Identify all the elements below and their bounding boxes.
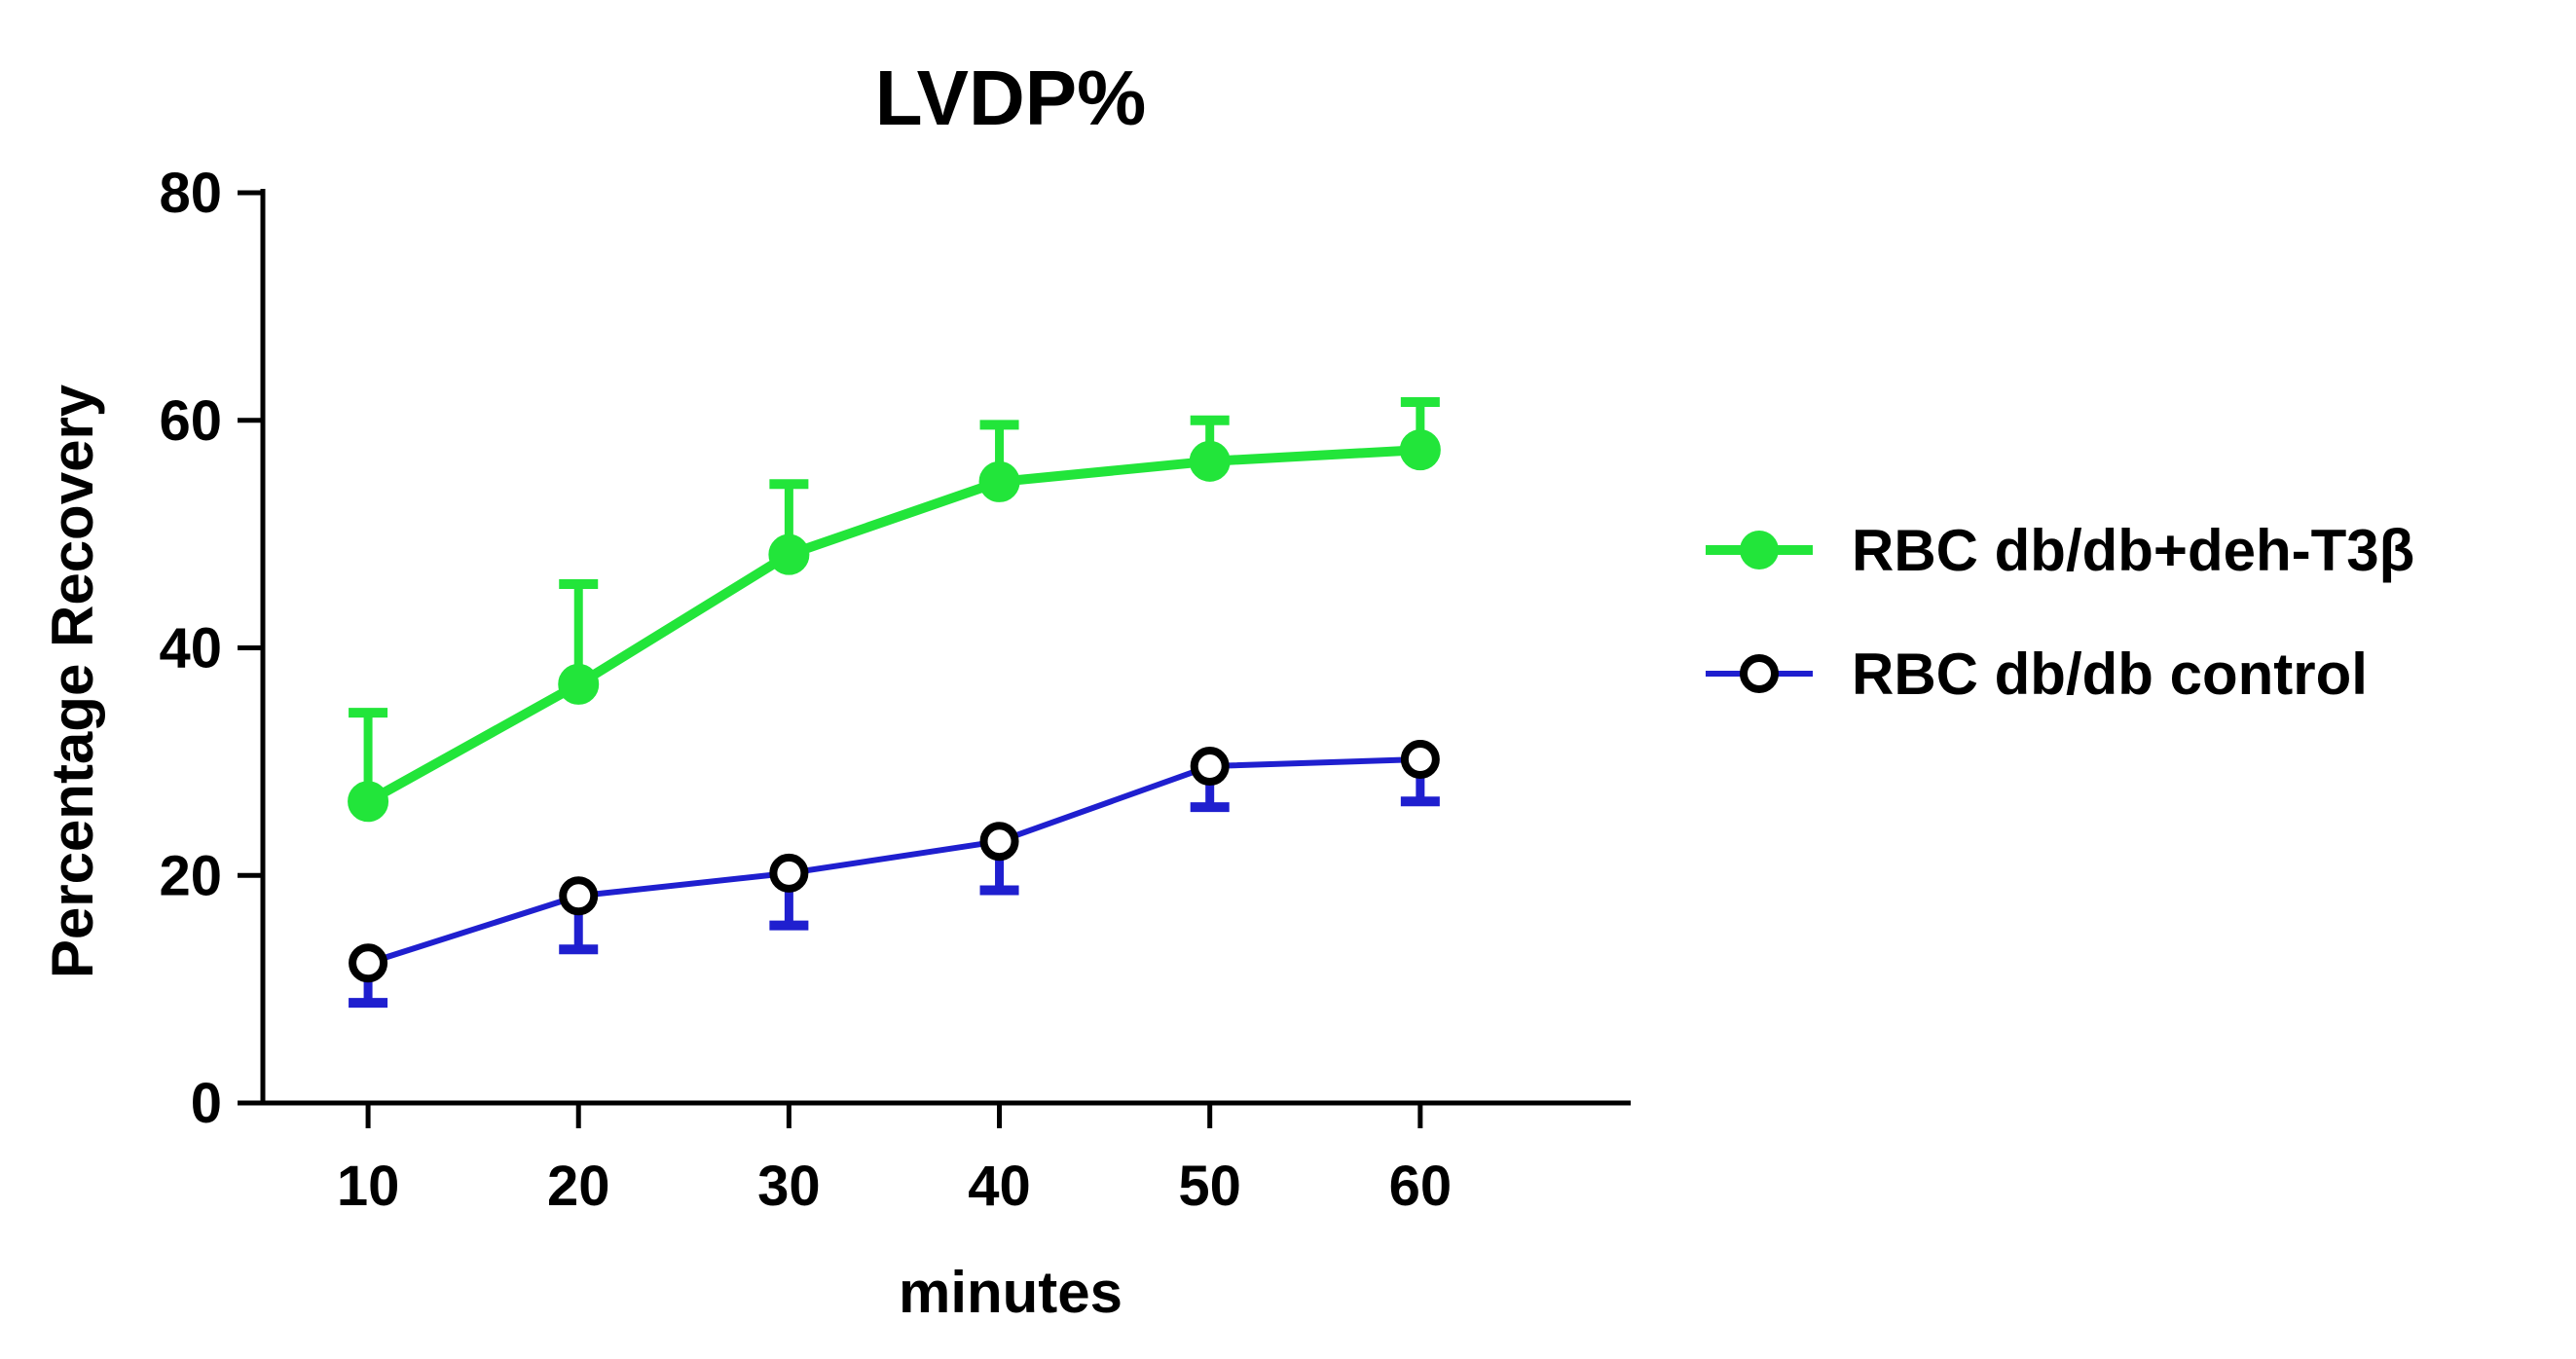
legend-label: RBC db/db+deh-T3β: [1852, 518, 2414, 583]
legend: RBC db/db+deh-T3β RBC db/db control: [1706, 518, 2414, 707]
y-tick-label: 40: [159, 617, 222, 680]
y-tick-label: 60: [159, 389, 222, 453]
data-point: [979, 822, 1019, 862]
data-point: [1399, 429, 1441, 471]
x-tick-label: 40: [968, 1155, 1031, 1218]
data-point: [978, 460, 1020, 502]
x-tick-label: 30: [757, 1155, 821, 1218]
legend-marker: [1740, 654, 1779, 693]
data-point: [559, 876, 599, 916]
data-point: [348, 781, 389, 823]
axes: 0 20 40 60 80 10 20 30 40 50 60: [159, 162, 1631, 1218]
data-point: [349, 943, 388, 983]
data-point: [1400, 740, 1440, 780]
x-tick-label: 20: [547, 1155, 610, 1218]
data-point: [1190, 747, 1230, 787]
chart-title: LVDP%: [875, 55, 1147, 141]
series-line: [367, 756, 1420, 967]
x-axis-label: minutes: [899, 1260, 1122, 1325]
x-tick-label: 50: [1178, 1155, 1241, 1218]
series-group: [348, 397, 1441, 823]
series-group: [349, 740, 1440, 1009]
series-line: [365, 445, 1421, 806]
legend-item: RBC db/db control: [1706, 642, 2368, 707]
y-tick-label: 80: [159, 162, 222, 225]
data-point: [558, 663, 600, 705]
legend-item: RBC db/db+deh-T3β: [1706, 518, 2414, 583]
x-tick-label: 10: [337, 1155, 400, 1218]
y-tick-label: 0: [191, 1072, 222, 1135]
data-point: [1189, 440, 1231, 482]
legend-label: RBC db/db control: [1852, 642, 2368, 707]
series-layer: [348, 397, 1441, 1009]
x-tick-label: 60: [1389, 1155, 1453, 1218]
data-point: [769, 853, 809, 893]
legend-marker: [1740, 531, 1779, 569]
y-axis-label: Percentage Recovery: [40, 384, 105, 978]
data-point: [768, 533, 810, 575]
y-tick-label: 20: [159, 844, 222, 907]
